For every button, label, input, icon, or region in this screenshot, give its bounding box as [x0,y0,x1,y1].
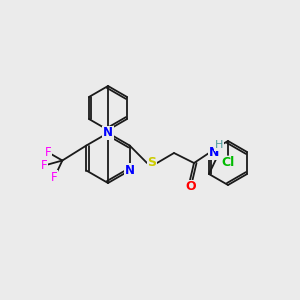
Text: N: N [209,146,219,160]
Text: N: N [125,164,135,177]
Text: F: F [41,159,48,172]
Text: F: F [45,146,52,159]
Text: Cl: Cl [221,157,235,169]
Text: F: F [51,171,58,184]
Text: H: H [215,140,223,150]
Text: N: N [103,127,113,140]
Text: O: O [186,181,196,194]
Text: S: S [148,157,157,169]
